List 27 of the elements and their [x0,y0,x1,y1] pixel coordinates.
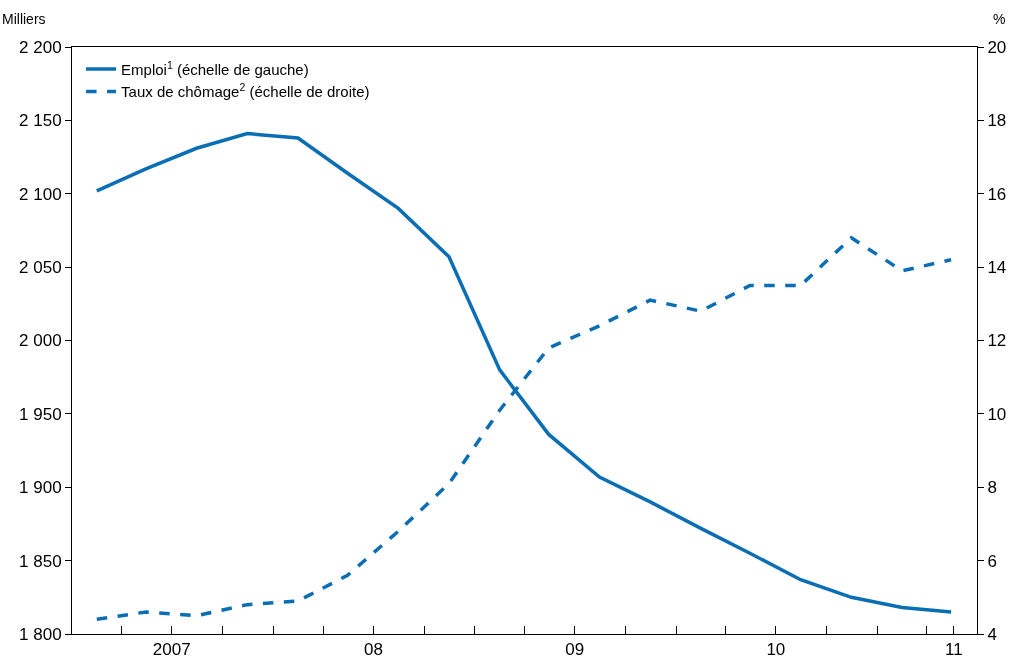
legend-label: Emploi$^{1}$ (échelle de gauche) [121,58,309,78]
y-axis-title: Milliers [2,11,46,27]
y2-tick-label: 16 [987,184,1007,204]
y2-tick-label: 8 [987,478,997,498]
y2-tick-label: 20 [987,37,1007,57]
y-tick-label: 2 050 [19,258,62,278]
x-tick-label: 11 [945,640,963,660]
y2-axis-title: % [993,11,1006,27]
x-tick-label: 2007 [152,640,191,660]
y-tick-label: 1 800 [19,624,62,644]
y2-tick-label: 4 [987,624,997,644]
y-tick-label: 2 150 [19,111,62,131]
x-tick-label: 08 [364,640,383,660]
legend-label: Taux de chômage$^{2}$ (échelle de droite) [121,81,370,101]
y2-tick-label: 12 [987,331,1007,351]
x-tick-label: 10 [766,640,786,660]
x-tick-label: 09 [565,640,585,660]
y2-tick-label: 6 [987,551,997,571]
y-tick-label: 1 950 [19,404,62,424]
y2-tick-label: 18 [987,111,1007,131]
y2-tick-label: 14 [987,258,1007,278]
y-tick-label: 2 200 [19,37,62,57]
y2-tick-label: 10 [987,404,1007,424]
y-tick-label: 1 850 [19,551,62,571]
y-tick-label: 2 100 [19,184,62,204]
y-tick-label: 2 000 [19,331,62,351]
y-tick-label: 1 900 [19,478,62,498]
